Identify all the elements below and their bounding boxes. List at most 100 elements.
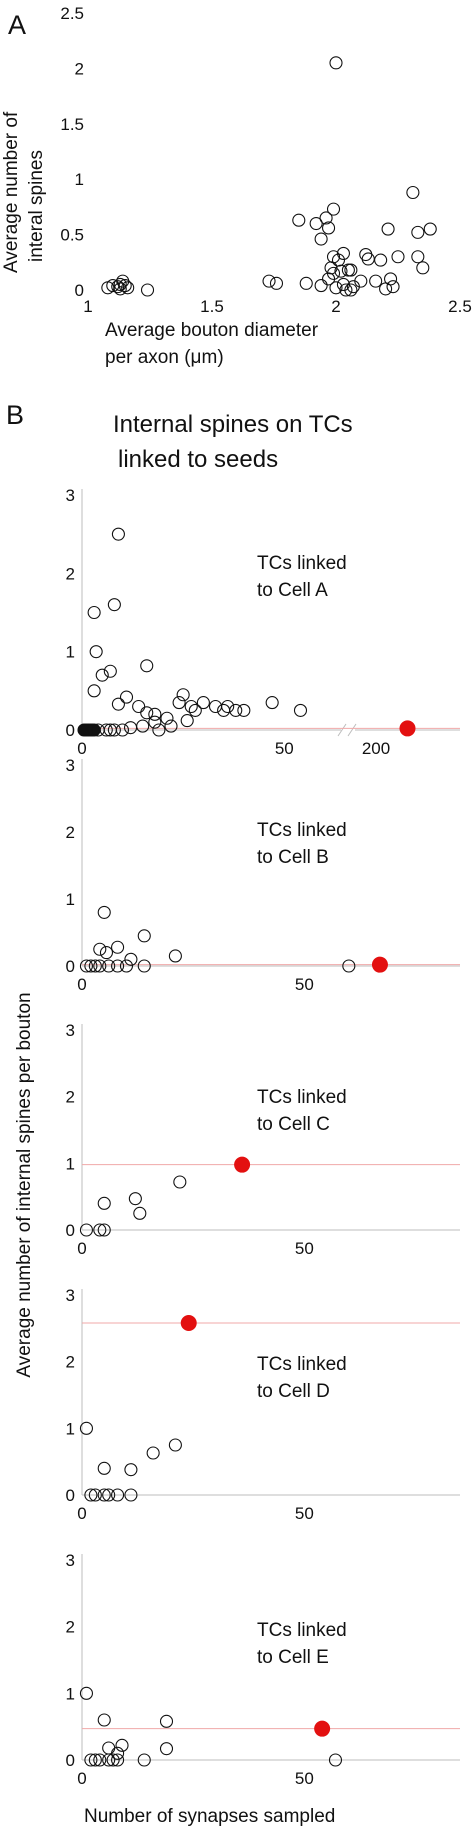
chart-a-data-point <box>411 250 425 264</box>
chart-b-1-data-point <box>87 605 101 620</box>
chart-b-4-data-point <box>97 1461 111 1475</box>
chart-a-data-point <box>381 222 395 236</box>
chart-b-1-data-point <box>237 703 251 717</box>
chart-b-4-data-point <box>111 1488 125 1502</box>
chart-a-data-point <box>374 253 388 267</box>
chart-b-4-xtick-label: 0 <box>77 1504 86 1523</box>
chart-b-2-data-point <box>102 959 116 973</box>
chart-b-1-ytick-label: 3 <box>66 486 75 505</box>
chart-b-1-xtick-label: 0 <box>77 739 86 758</box>
chart-b-3-xtick-label: 50 <box>295 1239 314 1258</box>
chart-a-data-point <box>309 216 323 231</box>
chart-a-data-point <box>344 263 358 277</box>
chart-b-1-data-point <box>184 699 198 714</box>
chart-a-data-point <box>269 276 284 290</box>
chart-b-1-data-point <box>152 723 166 737</box>
chart-a-data-point <box>423 222 437 236</box>
chart-b-1-data-point <box>136 719 150 733</box>
chart-a-data-point <box>341 263 355 277</box>
chart-b-5-highlight-point <box>314 1720 331 1737</box>
chart-b-1-data-point <box>111 527 125 541</box>
chart-a-ylabel-line2: interal spines <box>26 150 47 262</box>
annotation-cell-d-line1: TCs linked <box>257 1354 347 1375</box>
chart-b-1-data-point <box>95 668 109 682</box>
chart-b-2-data-point <box>99 946 114 960</box>
chart-b-1-highlight-point <box>399 720 416 737</box>
annotation-cell-e-line2: to Cell E <box>257 1647 329 1668</box>
chart-b-2-data-point <box>79 959 93 973</box>
chart-b-2-data-point <box>97 905 111 919</box>
chart-b-1-data-point <box>265 696 279 710</box>
chart-a-data-point <box>326 266 341 280</box>
chart-a-data-point <box>416 261 430 275</box>
chart-a-data-point <box>314 232 328 246</box>
chart-b-1-data-point <box>119 690 134 704</box>
chart-b-1-data-point <box>293 703 308 717</box>
chart-b-5-xtick-label: 0 <box>77 1769 86 1788</box>
chart-b-3-data-point <box>97 1223 111 1237</box>
chart-a-xtick-label: 1 <box>83 297 92 316</box>
chart-b-2-ytick-label: 1 <box>66 890 75 909</box>
chart-b-1-data-point <box>99 723 113 737</box>
chart-a-data-point <box>386 280 400 294</box>
chart-b-2-data-point <box>342 959 356 973</box>
chart-b-1-data-point <box>148 707 162 721</box>
chart-a-data-point <box>292 213 306 227</box>
chart-a-data-point <box>113 277 127 292</box>
chart-b-3-highlight-point <box>234 1156 251 1173</box>
chart-b-5-data-point <box>111 1746 125 1760</box>
chart-b-5-ytick-label: 2 <box>66 1618 75 1637</box>
chart-b-1-xtick-label: 200 <box>362 739 390 758</box>
chart-b-5-ytick-label: 0 <box>66 1751 75 1770</box>
panel-b-title-line1: Internal spines on TCs <box>113 411 353 438</box>
chart-a-data-point <box>361 252 375 266</box>
chart-a-data-point <box>339 283 353 297</box>
chart-b-3-ytick-label: 2 <box>66 1088 75 1107</box>
chart-a-data-point <box>369 274 383 288</box>
chart-a-xtick-label: 2.5 <box>448 297 472 316</box>
chart-a-data-point <box>322 221 336 235</box>
chart-b-1-axis-break-mark <box>337 723 347 737</box>
chart-b-1-data-point <box>172 696 186 710</box>
chart-b-1-data-point <box>221 699 235 714</box>
chart-b-2-ytick-label: 0 <box>66 957 75 976</box>
chart-b-3-data-point <box>79 1223 93 1237</box>
chart-b-1-axis-break-mark <box>347 723 357 737</box>
chart-a-xlabel-line1: Average bouton diameter <box>105 320 319 341</box>
chart-a-data-point <box>384 272 398 286</box>
chart-b-5-data-point <box>328 1753 343 1767</box>
chart-a-data-point <box>359 247 373 262</box>
chart-a-data-point <box>329 56 343 70</box>
chart-a-data-point <box>121 281 135 295</box>
chart-b-4-data-point <box>124 1488 138 1502</box>
chart-b-1-data-point <box>180 714 194 728</box>
chart-b-1-data-point <box>164 719 178 733</box>
chart-a-data-point <box>336 246 350 260</box>
chart-b-5-data-point <box>93 1753 107 1767</box>
chart-b-1-data-point <box>196 696 210 710</box>
chart-a-ytick-label: 1 <box>75 170 84 189</box>
chart-b-5-data-point <box>97 1713 111 1727</box>
chart-b-2-ytick-label: 2 <box>66 823 75 842</box>
chart-b-1-data-point <box>103 664 117 678</box>
chart-b-1-data-point <box>160 711 174 725</box>
panel-b-title-line2: linked to seeds <box>118 446 278 473</box>
chart-b-2-data-point <box>168 949 182 963</box>
panel-a-label: A <box>8 10 26 40</box>
chart-b-5-xtick-label: 50 <box>295 1769 314 1788</box>
chart-b-1-data-point <box>229 703 243 717</box>
chart-b-3-data-point <box>97 1196 111 1210</box>
chart-b-1-data-point <box>140 706 154 720</box>
annotation-cell-d-line2: to Cell D <box>257 1381 330 1402</box>
chart-b-5-ytick-label: 1 <box>66 1684 75 1703</box>
chart-b-5-data-point <box>88 1753 102 1767</box>
chart-b-5-data-point <box>106 1753 120 1767</box>
chart-b-4-ytick-label: 3 <box>66 1286 75 1305</box>
shared-x-axis-label: Number of synapses sampled <box>84 1806 335 1827</box>
chart-a-data-point <box>140 283 155 297</box>
chart-b-4-data-point <box>79 1421 93 1435</box>
chart-a-ytick-label: 2.5 <box>60 4 84 23</box>
annotation-cell-b-line2: to Cell B <box>257 847 329 868</box>
chart-b-5-data-point <box>79 1686 93 1700</box>
